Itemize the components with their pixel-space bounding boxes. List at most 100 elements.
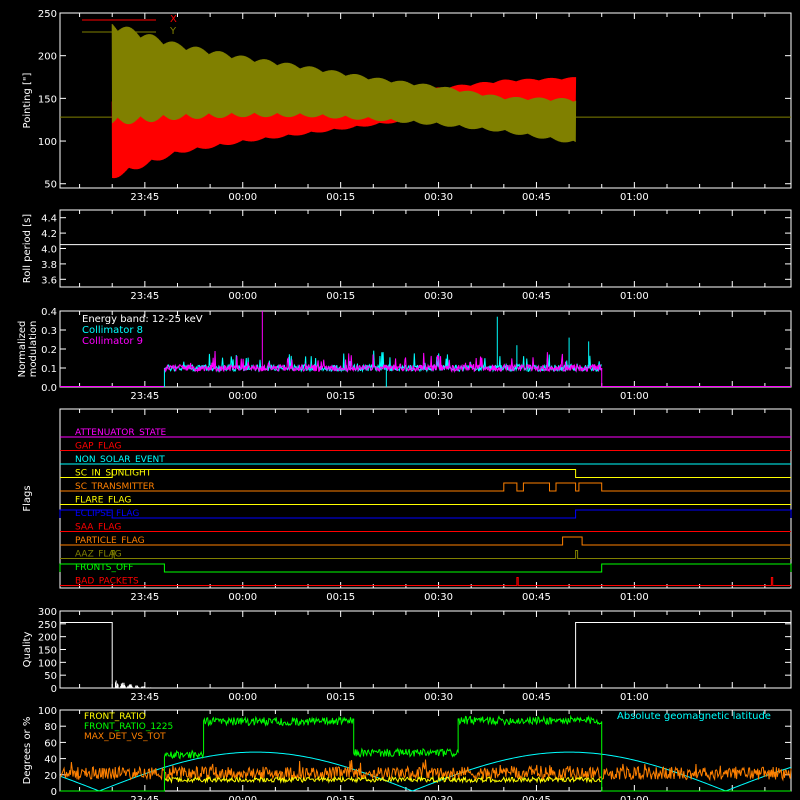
time-tick-label: 00:15 xyxy=(326,795,355,800)
time-tick-label: 00:30 xyxy=(424,192,453,203)
quality-time-ticks xyxy=(79,611,766,688)
flag-gap-flag: GAP_FLAG xyxy=(60,442,791,452)
time-tick-label: 00:00 xyxy=(228,692,257,703)
time-tick-label: 00:00 xyxy=(228,795,257,800)
pointing-y-axis: 50 100 150 200 250 xyxy=(38,9,791,191)
flags-frame xyxy=(59,408,792,589)
modulation-annotation: Energy band: 12-25 keV xyxy=(82,314,203,325)
y-tick-label: 200 xyxy=(38,633,57,644)
modulation-panel: 23:45 00:00 00:15 00:30 00:45 01:00 0.0 0.1 0.2 0… xyxy=(17,307,792,402)
flag-label: SC_TRANSMITTER xyxy=(75,482,155,492)
pointing-frame xyxy=(59,12,792,189)
front-ylabel: Degrees or % xyxy=(22,717,33,785)
flag-eclipse-flag: ECLIPSE_FLAG xyxy=(59,509,792,519)
flag-flare-flag: FLARE_FLAG xyxy=(60,496,791,506)
flag-label: AAZ_FLAG xyxy=(75,550,122,560)
flag-label: ECLIPSE_FLAG xyxy=(75,509,139,519)
flag-particle-flag: PARTICLE_FLAG xyxy=(60,536,791,546)
y-tick-label: 60 xyxy=(44,738,57,749)
flag-trace xyxy=(60,577,791,586)
y-tick-label: 300 xyxy=(38,607,57,618)
flags-time-ticks xyxy=(79,409,766,588)
front-legend: FRONT_RATIOFRONT_RATIO_1225MAX_DET_VS_TO… xyxy=(84,711,771,742)
quality-time-labels: 23:45 00:00 00:15 00:30 00:45 01:00 xyxy=(130,692,648,703)
flags-panel: 23:45 00:00 00:15 00:30 00:45 01:00 Flags ATTEN… xyxy=(22,408,792,603)
quality-ylabel: Quality xyxy=(22,632,33,668)
time-tick-label: 00:45 xyxy=(522,592,551,603)
y-tick-label: 3.8 xyxy=(41,260,57,271)
pointing-series-y xyxy=(111,23,577,143)
time-tick-label: 23:45 xyxy=(130,391,159,402)
modulation-time-labels: 23:45 00:00 00:15 00:30 00:45 01:00 xyxy=(130,391,648,402)
flag-trace xyxy=(59,563,792,573)
flag-label: FRONTS_OFF xyxy=(75,563,133,573)
time-tick-label: 00:30 xyxy=(424,291,453,302)
flag-trace xyxy=(60,550,791,559)
y-tick-label: 80 xyxy=(44,722,57,733)
roll-time-labels: 23:45 00:00 00:15 00:30 00:45 01:00 xyxy=(130,291,648,302)
time-tick-label: 01:00 xyxy=(620,692,649,703)
front-series-front-ratio xyxy=(164,775,602,784)
time-tick-label: 01:00 xyxy=(620,592,649,603)
y-tick-label: 50 xyxy=(44,671,57,682)
panels-group: 23:45 00:00 00:15 00:30 00:45 01:005010015020… xyxy=(17,9,792,800)
flag-label: ATTENUATOR_STATE xyxy=(75,428,167,438)
front-series-max-det xyxy=(59,759,792,782)
y-tick-label: 3.6 xyxy=(41,275,57,286)
y-tick-label: 4.0 xyxy=(41,245,57,256)
time-tick-label: 00:30 xyxy=(424,592,453,603)
flag-label: SAA_FLAG xyxy=(75,523,121,533)
flag-non-solar-event: NON_SOLAR_EVENT xyxy=(60,455,791,465)
time-tick-label: 00:45 xyxy=(522,692,551,703)
front-legend-label: FRONT_RATIO xyxy=(84,712,146,722)
roll-ylabel: Roll period [s] xyxy=(22,214,33,283)
quality-noise xyxy=(114,680,152,688)
roll-frame xyxy=(59,209,792,288)
time-tick-label: 23:45 xyxy=(130,192,159,203)
y-tick-label: 100 xyxy=(38,706,57,717)
flag-sc-in-sunlight: SC_IN_SUNLIGHT xyxy=(60,469,791,479)
flags-ylabel: Flags xyxy=(22,485,33,511)
flag-trace xyxy=(60,469,791,478)
flag-label: FLARE_FLAG xyxy=(75,496,131,506)
flag-fronts-off: FRONTS_OFF xyxy=(59,563,792,573)
time-tick-label: 01:00 xyxy=(620,291,649,302)
y-tick-label: 0.2 xyxy=(41,345,57,356)
y-tick-label: 250 xyxy=(38,620,57,631)
time-tick-label: 00:45 xyxy=(522,291,551,302)
modulation-series-1 xyxy=(163,351,603,374)
front-legend-label: MAX_DET_VS_TOT xyxy=(84,732,166,742)
time-tick-label: 00:00 xyxy=(228,592,257,603)
time-tick-label: 00:15 xyxy=(326,192,355,203)
flag-trace xyxy=(59,509,792,519)
y-tick-label: 150 xyxy=(38,646,57,657)
y-tick-label: 0.1 xyxy=(41,364,57,375)
front-time-ticks xyxy=(79,710,766,791)
time-tick-label: 00:15 xyxy=(326,692,355,703)
time-tick-label: 00:00 xyxy=(228,192,257,203)
y-tick-label: 4.4 xyxy=(41,214,57,225)
roll-y-axis: 3.6 3.8 4.0 4.2 4.4 xyxy=(41,214,791,286)
time-tick-label: 00:30 xyxy=(424,391,453,402)
y-tick-label: 0.4 xyxy=(41,307,57,318)
front-series-front-ratio-1225 xyxy=(60,714,791,792)
time-tick-label: 00:15 xyxy=(326,592,355,603)
flag-trace xyxy=(60,536,791,546)
y-tick-label: 0 xyxy=(51,787,57,798)
flag-label: NON_SOLAR_EVENT xyxy=(75,455,165,465)
time-tick-label: 23:45 xyxy=(130,692,159,703)
pointing-legend: XY xyxy=(82,14,177,37)
modulation-annotation: Collimator 8 xyxy=(82,325,143,336)
front-legend-label: FRONT_RATIO_1225 xyxy=(84,722,173,732)
quality-series xyxy=(60,622,791,689)
front-time-labels: 23:45 00:00 00:15 00:30 00:45 01:00 xyxy=(130,795,648,800)
flag-label: BAD_PACKETS xyxy=(75,577,139,587)
front-frame xyxy=(59,709,792,792)
y-tick-label: 100 xyxy=(38,658,57,669)
time-tick-label: 00:45 xyxy=(522,192,551,203)
flag-aaz-flag: AAZ_FLAG xyxy=(60,550,791,560)
roll-time-ticks xyxy=(79,210,766,287)
y-tick-label: 4.2 xyxy=(41,229,57,240)
